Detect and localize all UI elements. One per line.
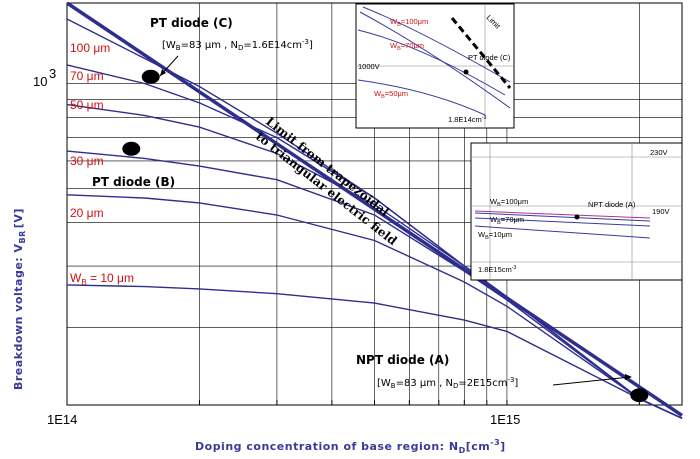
inset-right-point xyxy=(574,214,580,220)
diode-markers xyxy=(122,69,649,403)
x-tick-label: 1E15 xyxy=(490,412,520,427)
inset-right-v-high: 230V xyxy=(650,148,668,157)
inset-top: WB=100μm WB=70μm WB=50μm 1000V 1.8E14cm-… xyxy=(355,3,515,129)
y-axis-title: Breakdown voltage: VBR[V] xyxy=(12,208,27,390)
npt-diode-a-arrow xyxy=(552,376,631,386)
inset-top-doping: 1.8E14cm-3 xyxy=(448,115,486,124)
inset-top-point xyxy=(463,69,469,75)
inset-top-label-70: WB=70μm xyxy=(390,41,424,52)
series-lines xyxy=(66,1,683,419)
inset-right-v-mid: 190V xyxy=(652,207,670,216)
series-label-100um: 100 μm xyxy=(70,41,110,55)
pt-diode-b-title: PT diode (B) xyxy=(92,175,175,189)
npt-diode-a-title: NPT diode (A) xyxy=(356,353,449,367)
inset-right-doping: 1.8E15cm-3 xyxy=(478,265,516,274)
series-label-70um: 70 μm xyxy=(70,69,104,83)
y-tick-exponent: 3 xyxy=(49,66,56,81)
pt-diode-c-title: PT diode (C) xyxy=(150,16,233,30)
series-line xyxy=(66,284,683,419)
inset-top-label-100: WB=100μm xyxy=(390,17,428,28)
diode-marker xyxy=(141,69,160,84)
series-label-10um: WB = 10 μm xyxy=(70,271,134,287)
series-line xyxy=(66,194,683,419)
inset-top-limit-line xyxy=(450,17,512,89)
inset-right-point-label: NPT diode (A) xyxy=(588,200,636,209)
diode-marker xyxy=(630,388,649,403)
limit-label-2: to triangular electric field xyxy=(253,129,400,248)
series-label-50um: 50 μm xyxy=(70,98,104,112)
inset-top-point-label: PT diode (C) xyxy=(468,53,511,62)
x-axis-title: Doping concentration of base region: ND[… xyxy=(195,438,506,455)
series-label-20um: 20 μm xyxy=(70,206,104,220)
series-line xyxy=(66,150,683,419)
npt-diode-a-params: [WB=83 μm , ND=2E15cm-3] xyxy=(377,376,518,390)
pt-diode-c-params: [WB=83 μm , ND=1.6E14cm-3] xyxy=(162,38,313,52)
x-tick-label: 1E14 xyxy=(47,412,77,427)
grid xyxy=(67,3,682,405)
inset-right: 230V 190V WB=100μm WB=70μm WB=10μm NPT d… xyxy=(470,142,683,281)
diode-marker xyxy=(122,141,141,156)
inset-right-label-70: WB=70μm xyxy=(490,215,524,226)
pt-diode-c-arrowhead xyxy=(160,69,166,76)
inset-top-label-50: WB=50μm xyxy=(374,89,408,100)
inset-top-voltage: 1000V xyxy=(358,62,380,71)
inset-right-label-100: WB=100μm xyxy=(490,197,528,208)
npt-diode-a-arrowhead xyxy=(625,374,632,380)
series-label-30um: 30 μm xyxy=(70,154,104,168)
limit-label-1: Limit from trapezoidal xyxy=(263,114,392,219)
inset-right-label-10: WB=10μm xyxy=(478,230,512,241)
series-line xyxy=(66,103,683,419)
limit-line xyxy=(66,1,683,417)
y-tick-label: 10 xyxy=(33,74,47,89)
